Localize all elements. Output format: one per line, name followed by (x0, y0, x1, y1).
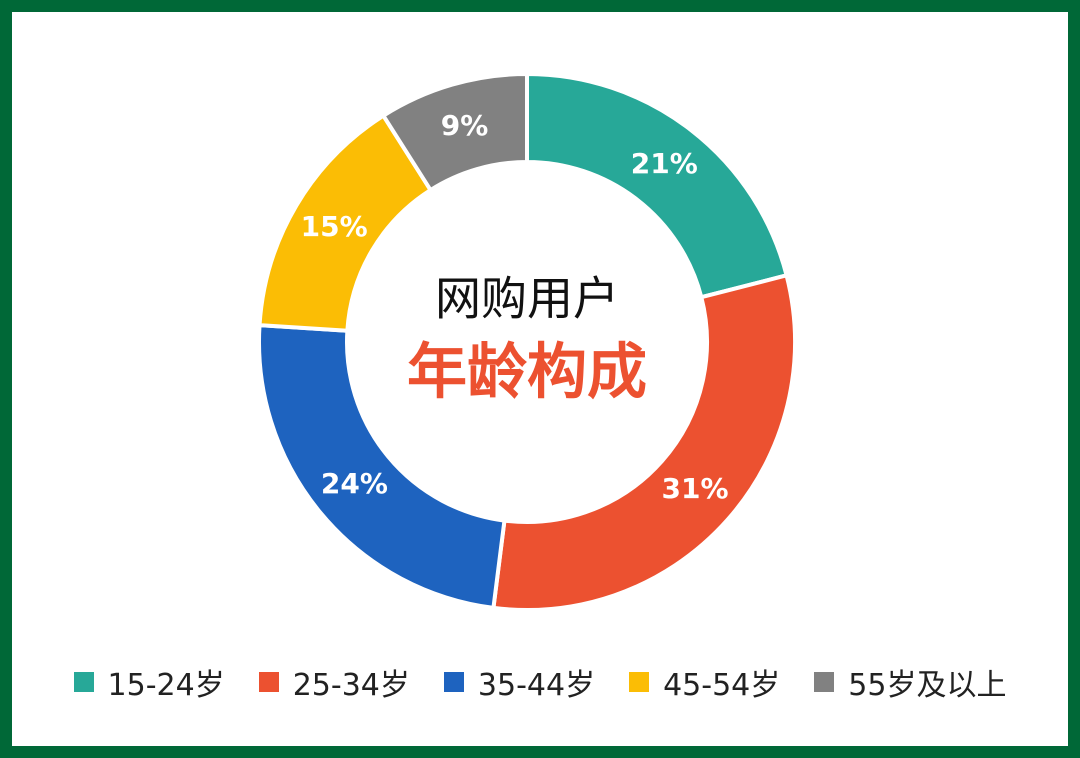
value-label: 24% (321, 467, 388, 500)
chart-subtitle: 年龄构成 (407, 338, 647, 408)
legend-swatch (258, 672, 279, 692)
donut-segment (380, 71, 529, 193)
legend-swatch (814, 672, 835, 692)
legend-item: 45-54岁 (629, 660, 780, 704)
donut-segment (491, 272, 797, 612)
legend-swatch (73, 672, 94, 692)
donut-segment (257, 323, 507, 611)
legend-item: 35-44岁 (443, 660, 596, 704)
legend-label: 55岁及以上 (848, 668, 1007, 703)
legend-label: 35-44岁 (477, 668, 596, 703)
chart-title: 网购用户 (435, 272, 619, 326)
value-label: 21% (631, 147, 698, 180)
legend-swatch (629, 672, 650, 692)
legend-swatch (443, 672, 464, 692)
value-label: 9% (441, 109, 489, 142)
legend-item: 15-24岁 (73, 660, 225, 704)
legend-label: 15-24岁 (107, 668, 225, 703)
legend-item: 55岁及以上 (814, 660, 1006, 704)
donut-segment (525, 71, 790, 300)
legend: 15-24岁 25-34岁 35-44岁 45-54岁 55岁及以上 (12, 660, 1068, 704)
value-label: 15% (301, 210, 368, 243)
legend-label: 45-54岁 (663, 668, 781, 703)
legend-item: 25-34岁 (258, 660, 410, 704)
value-label: 31% (662, 472, 729, 505)
legend-label: 25-34岁 (292, 668, 410, 703)
donut-plot: 网购用户 年龄构成 21% 31% 24% 15% 9% (257, 71, 797, 612)
